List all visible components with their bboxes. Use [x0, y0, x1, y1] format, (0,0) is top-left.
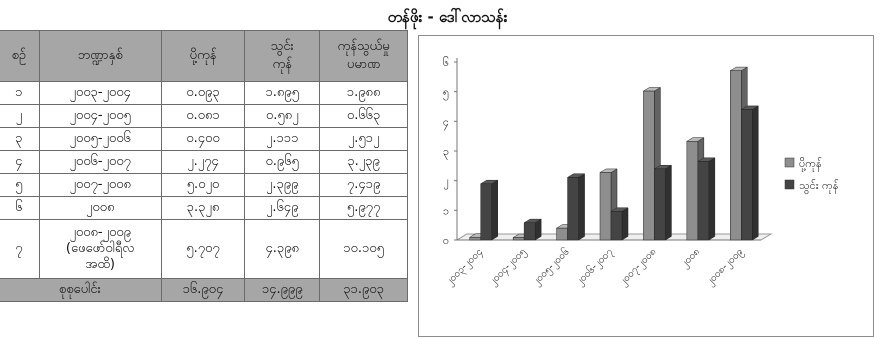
bar-side: [621, 207, 629, 241]
total-label: စုစုပေါင်း: [0, 278, 162, 302]
cell-fiscal-year: ၂၀၀၅-၂၀၀၆: [38, 127, 162, 151]
legend-label: သွင်း ကုန်: [799, 179, 838, 194]
cell-serial: ၅: [0, 173, 40, 197]
table-row: ၁ ၂၀၀၃-၂၀၀၄ ၀.၀၉၃ ၁.၈၉၅ ၁.၉၈၈: [0, 81, 408, 105]
y-tick-label: ၆: [443, 56, 449, 69]
bar: [599, 172, 612, 241]
cell-fiscal-year: ၂၀၀၆-၂၀၀၇: [38, 150, 162, 174]
table-row: ၆ ၂၀၀၈ ၃.၃၂၈ ၂.၆၄၉ ၅.၉၇၇: [0, 196, 408, 220]
x-tick-label: ၂၀၀၅-၂၀၀၆: [529, 245, 573, 289]
cell-trade-volume: ၀.၆၆၃: [319, 104, 408, 128]
bar: [654, 168, 666, 241]
y-tick-label: ၁: [443, 204, 449, 217]
cell-fiscal-year: ၂၀၀၇-၂၀၀၈: [38, 173, 162, 197]
cell-imports: ၀.၉၆၅: [244, 150, 321, 174]
legend-swatch: [784, 157, 795, 168]
chart-title: တန်ဖိုး - ဒေါ်လာသန်း: [387, 8, 508, 26]
x-tick-label: ၂၀၀၆-၂၀၀၇: [573, 245, 617, 289]
bar: [643, 90, 655, 241]
cell-fiscal-year: ၂၀၀၃-၂၀၀၄: [38, 81, 162, 105]
total-imports: ၁၄.၉၉၉: [244, 278, 321, 302]
bar-side: [708, 157, 716, 241]
chart-area: ၀ ၁ ၂ ၃ ၄ ၅ ၆၂၀၀၃-၂၀၀၄ ၂၀၀၄-၂၀၀၅ ၂၀၀၅-၂၀၀၆ ၂၀၀၆-၂…: [418, 35, 874, 337]
cell-trade-volume: ၁.၉၈၈: [319, 81, 408, 105]
cell-serial: ၂: [0, 104, 40, 128]
legend-label: ပို့ကုန်: [799, 157, 822, 172]
bar-side: [578, 173, 585, 241]
table-row: ၃ ၂၀၀၅-၂၀၀၆ ၀.၄၀၀ ၂.၁၁၁ ၂.၅၁၂: [0, 127, 408, 151]
bar-side: [491, 179, 498, 241]
cell-exports: ၀.၀၉၃: [160, 81, 246, 105]
cell-imports: ၀.၅၈၂: [244, 104, 321, 128]
x-tick-label: ၂၀၀၄-၂၀၀၅: [487, 246, 530, 289]
bar: [741, 109, 753, 241]
cell-imports: ၂.၃၉၉: [244, 173, 321, 197]
table-row: ၂ ၂၀၀၄-၂၀၀၅ ၀.၀၈၁ ၀.၅၈၂ ၀.၆၆၃: [0, 104, 408, 128]
cell-exports: ၃.၃၂၈: [160, 196, 246, 220]
cell-serial: ၄: [0, 150, 40, 174]
table-total-row: စုစုပေါင်း ၁၆.၉၀၄ ၁၄.၉၉၉ ၃၁.၉၀၃: [0, 278, 408, 302]
bar: [730, 70, 742, 241]
cell-serial: ၆: [0, 196, 40, 220]
cell-fiscal-year: ၂၀၀၈-၂၀၀၉ (ဖေဖော်ဝါရီလ အထိ): [38, 219, 162, 279]
header-trade-volume: ကုန်သွယ်မှု ပမာဏ: [319, 30, 408, 82]
bar: [686, 141, 699, 241]
cell-serial: ၇: [0, 219, 40, 279]
y-tick-label: ၀: [443, 234, 449, 247]
x-tick-label: ၂၀၀၇-၂၀၀၈: [617, 246, 660, 289]
table-row: ၄ ၂၀၀၆-၂၀၀၇ ၂.၂၇၄ ၀.၉၆၅ ၃.၂၃၉: [0, 150, 408, 174]
bar: [523, 222, 536, 241]
bar-side: [665, 164, 672, 241]
bar: [697, 161, 710, 241]
cell-trade-volume: ၃.၂၃၉: [319, 150, 408, 174]
cell-exports: ၀.၀၈၁: [160, 104, 246, 128]
header-imports: သွင်း ကုန်: [244, 30, 321, 82]
x-tick-label: ၂၀၀၈: [679, 246, 704, 271]
cell-serial: ၃: [0, 127, 40, 151]
cell-serial: ၁: [0, 81, 40, 105]
y-tick-label: ၅: [443, 86, 449, 101]
x-tick-label: ၂၀၀၃-၂၀၀၄: [444, 246, 487, 289]
bar: [567, 177, 579, 241]
cell-exports: ၂.၂၇၄: [160, 150, 246, 174]
table-row: ၇ ၂၀၀၈-၂၀၀၉ (ဖေဖော်ဝါရီလ အထိ) ၅.၇၀၇ ၄.၃၉…: [0, 219, 408, 279]
header-exports: ပို့ကုန်: [160, 30, 246, 82]
total-exports: ၁၆.၉၀၄: [160, 278, 246, 302]
cell-imports: ၁.၈၉၅: [244, 81, 321, 105]
bar: [512, 237, 525, 241]
bar: [556, 227, 568, 241]
bar-side: [752, 105, 759, 241]
y-tick-label: ၂: [444, 175, 449, 190]
trade-table: စဉ် ဘဏ္ဍာနှစ် ပို့ကုန် သွင်း ကုန် ကုန်သွ…: [0, 30, 408, 302]
header-serial: စဉ်: [0, 30, 40, 82]
bar: [469, 236, 481, 241]
y-tick-label: ၃: [443, 145, 449, 160]
bar: [610, 211, 623, 241]
cell-exports: ၀.၄၀၀: [160, 127, 246, 151]
cell-fiscal-year: ၂၀၀၄-၂၀၀၅: [38, 104, 162, 128]
table-header-row: စဉ် ဘဏ္ဍာနှစ် ပို့ကုန် သွင်း ကုန် ကုန်သွ…: [0, 30, 408, 82]
header-fiscal-year: ဘဏ္ဍာနှစ်: [38, 30, 162, 82]
cell-trade-volume: ၂.၅၁၂: [319, 127, 408, 151]
cell-fiscal-year: ၂၀၀၈: [38, 196, 162, 220]
cell-imports: ၂.၁၁၁: [244, 127, 321, 151]
cell-trade-volume: ၁၀.၁၀၅: [319, 219, 408, 279]
table-row: ၅ ၂၀၀၇-၂၀၀၈ ၅.၀၂၀ ၂.၃၉၉ ၇.၄၁၉: [0, 173, 408, 197]
cell-imports: ၄.၃၉၈: [244, 219, 321, 279]
cell-imports: ၂.၆၄၉: [244, 196, 321, 220]
y-tick-label: ၄: [443, 115, 449, 130]
cell-trade-volume: ၇.၄၁၉: [319, 173, 408, 197]
total-trade-volume: ၃၁.၉၀၃: [319, 278, 408, 302]
cell-trade-volume: ၅.၉၇၇: [319, 196, 408, 220]
bar: [480, 183, 492, 241]
cell-exports: ၅.၇၀၇: [160, 219, 246, 279]
cell-exports: ၅.၀၂၀: [160, 173, 246, 197]
legend-swatch: [784, 179, 795, 190]
x-tick-label: ၂၀၀၈-၂၀၀၉: [704, 246, 747, 289]
